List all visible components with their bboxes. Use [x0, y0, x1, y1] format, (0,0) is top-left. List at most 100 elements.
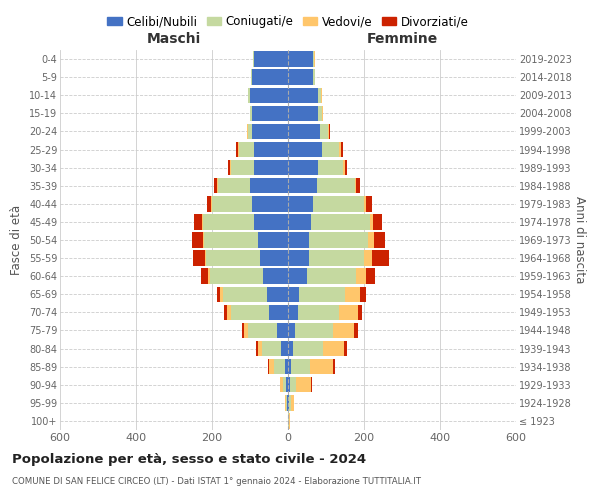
Bar [288, 232, 309, 248]
Bar [288, 414, 289, 428]
Bar [288, 250, 309, 266]
Bar [311, 214, 370, 230]
Bar [288, 304, 298, 320]
Bar [248, 323, 277, 338]
Bar [307, 268, 356, 284]
Bar [291, 359, 310, 374]
Text: COMUNE DI SAN FELICE CIRCEO (LT) - Dati ISTAT 1° gennaio 2024 - Elaborazione TUT: COMUNE DI SAN FELICE CIRCEO (LT) - Dati … [12, 478, 421, 486]
Bar [250, 106, 252, 121]
Bar [364, 196, 366, 212]
Bar [323, 341, 344, 356]
Bar [288, 142, 322, 157]
Bar [368, 232, 373, 248]
Bar [288, 377, 290, 392]
Bar [193, 250, 205, 266]
Bar [344, 341, 347, 356]
Bar [356, 178, 360, 194]
Bar [257, 341, 262, 356]
Bar [248, 124, 252, 139]
Bar [254, 214, 288, 230]
Bar [274, 359, 285, 374]
Bar [343, 160, 345, 176]
Bar [200, 268, 208, 284]
Bar [319, 106, 322, 121]
Bar [329, 124, 330, 139]
Bar [208, 268, 210, 284]
Bar [355, 178, 356, 194]
Bar [252, 70, 288, 85]
Bar [254, 142, 288, 157]
Bar [296, 377, 311, 392]
Bar [319, 88, 322, 103]
Bar [313, 52, 314, 66]
Bar [227, 304, 231, 320]
Bar [205, 232, 257, 248]
Text: Femmine: Femmine [367, 32, 437, 46]
Bar [373, 232, 385, 248]
Bar [310, 359, 333, 374]
Bar [288, 70, 313, 85]
Y-axis label: Fasce di età: Fasce di età [10, 205, 23, 275]
Bar [288, 178, 317, 194]
Bar [288, 88, 319, 103]
Bar [252, 106, 288, 121]
Bar [340, 142, 341, 157]
Bar [288, 395, 289, 410]
Bar [309, 250, 364, 266]
Bar [247, 124, 248, 139]
Bar [236, 142, 238, 157]
Bar [313, 70, 314, 85]
Bar [299, 286, 345, 302]
Bar [262, 341, 281, 356]
Bar [360, 286, 366, 302]
Bar [286, 377, 288, 392]
Bar [288, 160, 319, 176]
Bar [340, 304, 358, 320]
Bar [298, 304, 340, 320]
Bar [280, 377, 283, 392]
Bar [319, 160, 343, 176]
Bar [370, 214, 373, 230]
Bar [224, 304, 227, 320]
Bar [269, 359, 274, 374]
Text: Maschi: Maschi [147, 32, 201, 46]
Bar [283, 377, 286, 392]
Bar [256, 341, 257, 356]
Bar [239, 142, 254, 157]
Bar [293, 341, 323, 356]
Bar [238, 142, 239, 157]
Bar [230, 160, 231, 176]
Bar [268, 359, 269, 374]
Bar [333, 359, 335, 374]
Bar [288, 52, 313, 66]
Bar [295, 323, 333, 338]
Bar [214, 178, 217, 194]
Bar [251, 70, 252, 85]
Bar [328, 124, 329, 139]
Bar [205, 250, 206, 266]
Bar [345, 286, 360, 302]
Bar [288, 359, 291, 374]
Bar [217, 286, 220, 302]
Bar [244, 323, 248, 338]
Bar [192, 232, 203, 248]
Y-axis label: Anni di nascita: Anni di nascita [572, 196, 586, 284]
Bar [250, 88, 288, 103]
Bar [285, 359, 288, 374]
Bar [288, 106, 319, 121]
Bar [289, 414, 290, 428]
Bar [313, 196, 364, 212]
Bar [281, 341, 288, 356]
Bar [267, 286, 288, 302]
Bar [288, 268, 307, 284]
Bar [253, 52, 254, 66]
Bar [290, 377, 296, 392]
Bar [210, 268, 263, 284]
Bar [212, 196, 252, 212]
Bar [254, 160, 288, 176]
Bar [211, 196, 212, 212]
Text: Popolazione per età, sesso e stato civile - 2024: Popolazione per età, sesso e stato civil… [12, 452, 366, 466]
Bar [317, 178, 355, 194]
Bar [364, 250, 371, 266]
Bar [286, 395, 287, 410]
